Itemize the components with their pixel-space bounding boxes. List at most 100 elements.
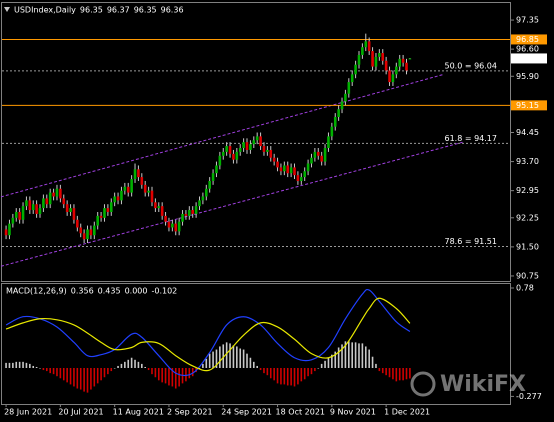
candle-body	[337, 109, 340, 117]
y-tick-label: -0.277	[516, 392, 542, 401]
macd-label: MACD(12,26,9)	[6, 287, 67, 296]
candle-body	[361, 47, 364, 55]
price-box-label: 95.15	[516, 101, 539, 110]
candle-body	[293, 167, 296, 176]
histogram-bar	[317, 368, 320, 369]
histogram-bar	[256, 365, 258, 368]
candle-body	[364, 41, 368, 48]
candle-body	[333, 116, 337, 127]
histogram-bar	[147, 368, 150, 371]
candle-body	[99, 215, 103, 218]
histogram-bar	[93, 368, 96, 387]
histogram-bar	[314, 368, 316, 372]
candle-body	[11, 217, 15, 224]
histogram-bar	[164, 368, 167, 384]
candle-body	[405, 62, 408, 71]
candle-body	[211, 173, 215, 181]
fib-label: 61.8 = 94.17	[444, 134, 497, 143]
candle-body	[354, 64, 357, 75]
candle-body	[313, 151, 317, 158]
x-tick-label: 1 Dec 2021	[384, 408, 430, 417]
candle-body	[235, 151, 239, 160]
candle-body	[8, 223, 11, 236]
y-tick-label: 94.45	[516, 128, 539, 137]
candle-body	[109, 202, 113, 212]
candle-body	[201, 196, 205, 201]
candle-body	[408, 58, 412, 60]
histogram-bar	[225, 342, 228, 368]
candle-body	[344, 93, 347, 102]
histogram-bar	[348, 341, 350, 368]
histogram-bar	[69, 368, 72, 385]
histogram-bar	[303, 368, 306, 380]
histogram-bar	[385, 368, 387, 376]
candle-body	[123, 186, 127, 191]
candle-body	[48, 192, 52, 205]
candle-body	[384, 60, 388, 71]
candle-body	[327, 136, 330, 149]
candle-body	[140, 177, 144, 185]
x-tick-label: 24 Sep 2021	[221, 408, 272, 417]
candle-body	[269, 149, 273, 158]
histogram-bar	[212, 351, 214, 368]
histogram-bar	[185, 368, 187, 382]
candle-body	[228, 146, 232, 154]
trendline	[0, 73, 444, 198]
candle-body	[310, 157, 313, 164]
candle-body	[188, 210, 191, 216]
candle-body	[113, 196, 116, 203]
candle-body	[266, 149, 269, 152]
candle-body	[177, 221, 181, 232]
histogram-bar	[56, 368, 58, 377]
histogram-bar	[395, 368, 398, 382]
candle-body	[154, 202, 157, 209]
candle-body	[120, 190, 123, 201]
y-tick-label: 92.25	[516, 213, 539, 222]
histogram-bar	[66, 368, 68, 383]
histogram-bar	[232, 345, 235, 368]
candle-body	[194, 206, 198, 214]
histogram-bar	[368, 349, 370, 368]
candle-body	[130, 179, 133, 193]
histogram-bar	[371, 356, 374, 368]
candle-body	[147, 190, 150, 193]
candle-body	[93, 225, 96, 236]
signal-line	[5, 297, 411, 372]
histogram-bar	[12, 362, 14, 368]
candle-body	[300, 177, 303, 181]
candle-body	[215, 165, 218, 174]
candle-body	[279, 167, 283, 172]
macd-pane	[1, 283, 511, 405]
histogram-bar	[198, 368, 201, 369]
histogram-bar	[83, 368, 85, 392]
histogram-bar	[5, 362, 7, 368]
histogram-bar	[42, 368, 45, 371]
candle-body	[255, 136, 259, 141]
candle-body	[276, 161, 279, 168]
histogram-bar	[252, 361, 255, 368]
histogram-bar	[239, 348, 242, 368]
x-tick-label: 18 Oct 2021	[276, 408, 325, 417]
fib-label: 50.0 = 96.04	[444, 61, 497, 70]
x-tick-label: 11 Aug 2021	[113, 408, 164, 417]
histogram-bar	[168, 368, 170, 386]
candle-body	[157, 206, 161, 209]
candle-body	[395, 66, 398, 75]
histogram-bar	[283, 368, 286, 385]
candle-body	[238, 148, 242, 152]
candle-body	[82, 233, 86, 240]
candle-body	[340, 101, 344, 110]
candle-body	[283, 165, 286, 172]
histogram-bar	[130, 357, 133, 368]
candle-body	[35, 204, 38, 214]
histogram-bar	[52, 368, 55, 375]
candle-body	[86, 229, 89, 240]
histogram-bar	[62, 368, 65, 381]
histogram-bar	[39, 368, 41, 369]
pane-icon	[4, 7, 10, 12]
histogram-bar	[137, 361, 140, 368]
histogram-bar	[15, 361, 18, 368]
candle-body	[289, 167, 293, 174]
histogram-bar	[331, 354, 333, 368]
